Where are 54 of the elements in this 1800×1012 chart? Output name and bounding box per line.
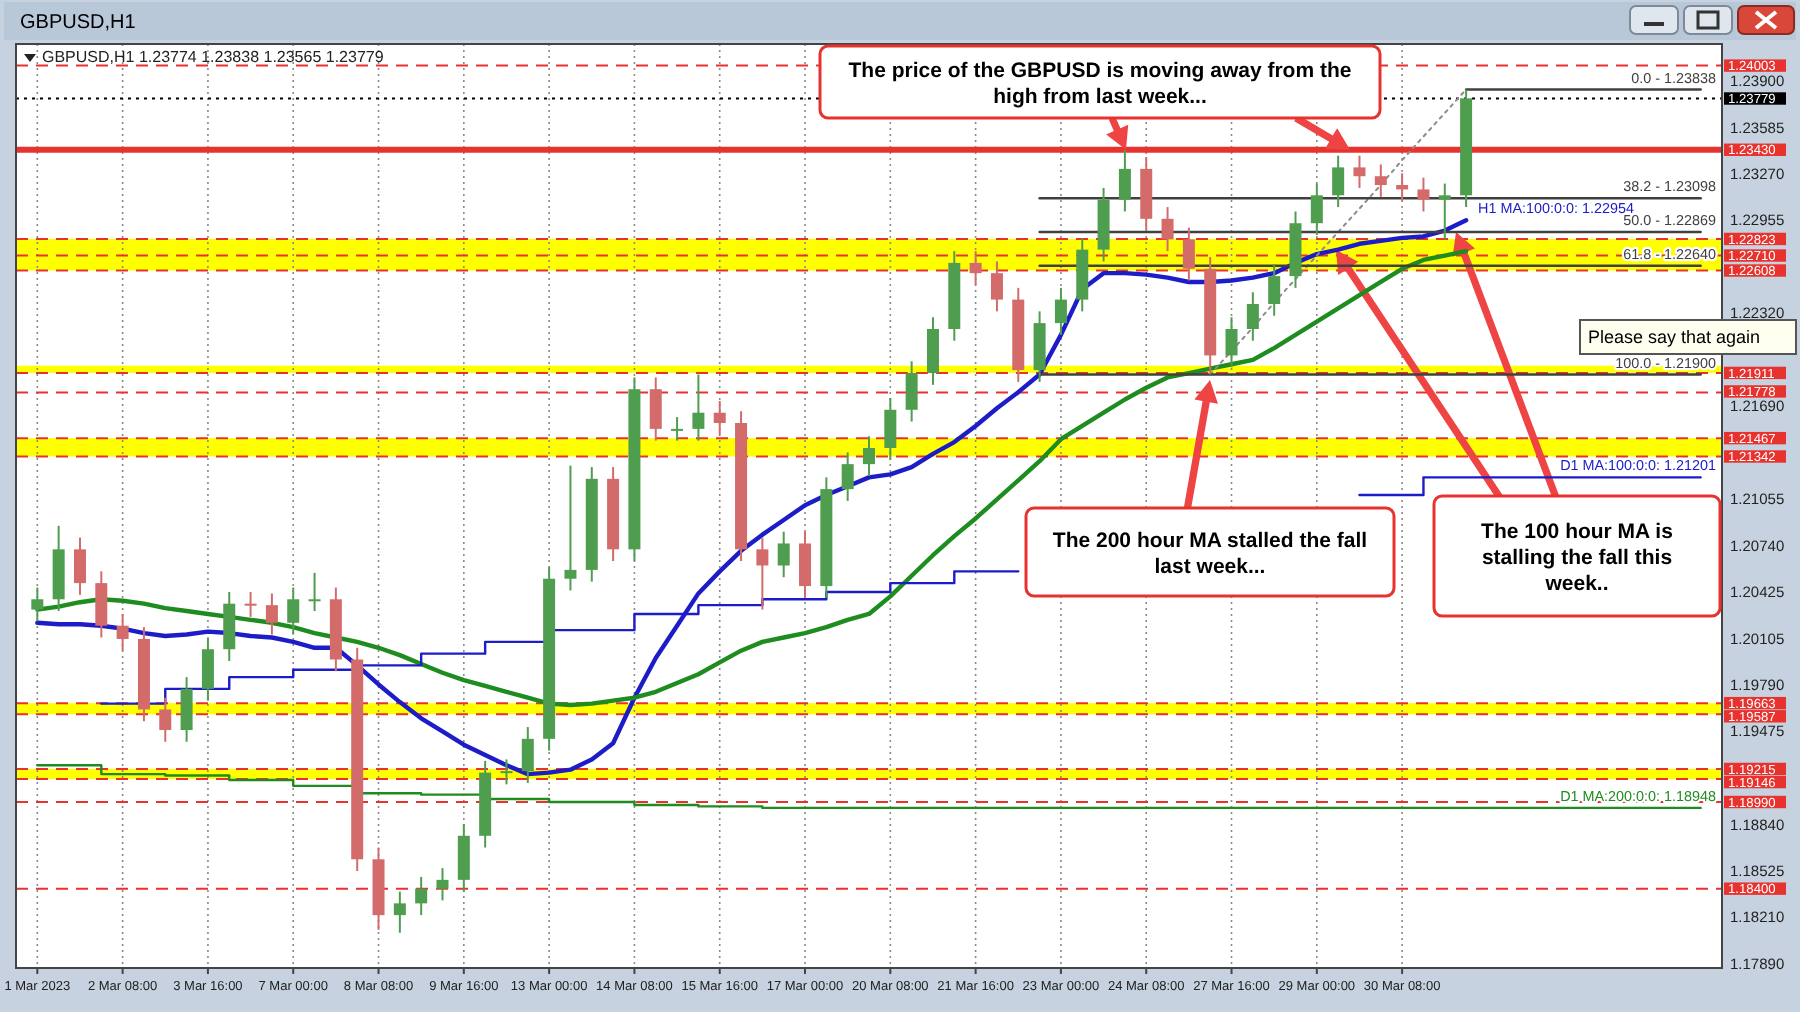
- candlestick: [649, 376, 662, 442]
- annotation: Please say that again: [1588, 327, 1761, 348]
- candlestick: [1054, 286, 1067, 336]
- chart-title: GBPUSD,H1: [20, 12, 137, 34]
- candlestick: [159, 696, 172, 743]
- candlestick: [521, 726, 534, 784]
- candlestick: [1310, 182, 1323, 236]
- candlestick: [116, 612, 129, 652]
- candlestick: [969, 250, 982, 286]
- candlestick: [95, 570, 108, 639]
- candlestick: [1332, 154, 1345, 209]
- candlestick: [863, 435, 875, 477]
- candlestick: [180, 676, 193, 743]
- candlestick: [415, 875, 428, 917]
- candlestick: [1182, 226, 1195, 282]
- candlestick: [990, 260, 1003, 313]
- candlestick: [1225, 316, 1238, 369]
- candlestick: [564, 464, 577, 592]
- chart-subtitle: GBPUSD,H1 1.23774 1.23838 1.23565 1.23779: [42, 48, 385, 66]
- candlestick: [223, 590, 236, 662]
- candlestick: [841, 451, 854, 502]
- candlestick: [265, 592, 278, 636]
- candlestick: [1118, 148, 1131, 213]
- candlestick: [713, 399, 726, 436]
- annotation: The 200 hour MA stalled the fall last week...: [1052, 528, 1368, 579]
- annotation: The price of the GBPUSD is moving away from the high from last week...: [848, 58, 1352, 109]
- candlestick: [201, 636, 214, 702]
- candlestick: [905, 360, 918, 423]
- candlestick: [671, 416, 684, 442]
- candlestick: [31, 586, 44, 623]
- candlestick: [756, 536, 769, 611]
- candlestick: [457, 823, 470, 893]
- candlestick: [308, 571, 321, 613]
- candlestick: [436, 867, 449, 902]
- candlestick: [926, 316, 939, 386]
- candlestick: [1353, 154, 1366, 189]
- candlestick: [244, 590, 257, 618]
- candlestick: [1246, 291, 1259, 342]
- candlestick: [1161, 206, 1174, 253]
- candlestick: [1396, 172, 1409, 203]
- candlestick: [1033, 310, 1046, 383]
- candlestick: [777, 530, 790, 579]
- candlestick: [692, 373, 705, 442]
- annotation: The 100 hour MA is stalling the fall this week..: [1481, 519, 1674, 596]
- candlestick: [799, 530, 812, 599]
- candlestick: [884, 397, 897, 461]
- candlestick: [393, 890, 406, 934]
- candlestick: [73, 536, 86, 596]
- candlestick: [1438, 182, 1451, 241]
- candlestick: [287, 586, 300, 636]
- candlestick: [500, 758, 513, 786]
- candlestick: [1268, 263, 1281, 317]
- candlestick: [1417, 176, 1430, 213]
- candlestick: [1374, 163, 1387, 198]
